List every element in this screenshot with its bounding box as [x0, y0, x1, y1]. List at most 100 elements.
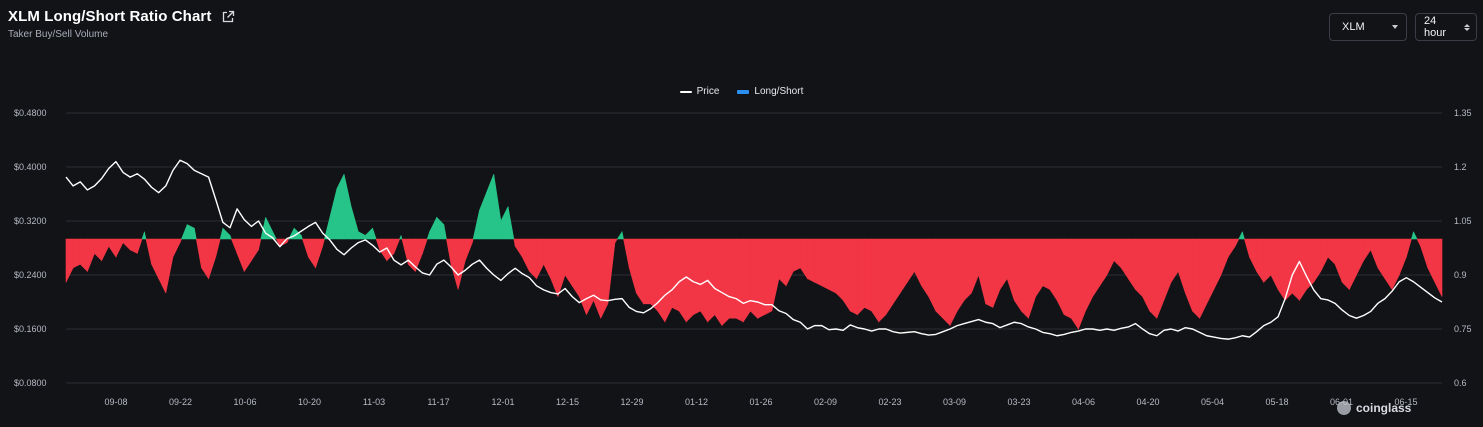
long-area-segment [1411, 231, 1414, 240]
short-area-segment [1213, 238, 1222, 290]
legend-item-long-short[interactable]: Long/Short [737, 86, 803, 97]
short-area-segment [623, 238, 630, 268]
short-area-segment [1185, 238, 1193, 312]
legend-item-price[interactable]: Price [679, 86, 719, 97]
x-tick-label: 12-15 [556, 397, 579, 407]
short-area-segment [600, 238, 609, 319]
short-area-segment [657, 238, 666, 323]
short-area-segment [1085, 238, 1093, 312]
short-area-segment [195, 238, 202, 268]
coinglass-logo-icon [1337, 401, 1351, 415]
short-area-segment [94, 238, 102, 262]
short-area-segment [942, 238, 951, 327]
short-area-segment [1099, 238, 1108, 287]
long-area-segment [194, 228, 197, 240]
short-area-segment [750, 238, 758, 319]
short-area-segment [871, 238, 880, 323]
long-area-segment [426, 231, 430, 240]
short-area-segment [1106, 238, 1115, 276]
short-area-segment [87, 238, 95, 272]
short-area-segment [1206, 238, 1215, 304]
short-area-segment [1128, 238, 1136, 291]
short-area-segment [636, 238, 644, 305]
short-area-segment [115, 238, 124, 258]
short-area-segment [1078, 238, 1086, 330]
y-right-tick-label: 0.9 [1454, 270, 1467, 280]
short-area-segment [728, 238, 737, 319]
short-area-segment [579, 238, 587, 315]
short-area-segment [586, 238, 594, 315]
interval-select[interactable]: 24 hour [1415, 13, 1477, 41]
long-area-segment [616, 230, 623, 240]
short-area-segment [1398, 238, 1407, 276]
short-area-segment [1049, 238, 1058, 302]
short-area-segment [1234, 238, 1240, 247]
short-area-segment [1170, 238, 1179, 284]
x-tick-label: 04-06 [1072, 397, 1095, 407]
short-area-segment [978, 238, 987, 304]
short-area-segment [258, 238, 262, 250]
short-area-segment [835, 238, 844, 301]
short-area-segment [1363, 238, 1371, 262]
short-area-segment [165, 238, 174, 294]
short-area-segment [999, 238, 1008, 291]
short-area-segment [800, 238, 808, 280]
short-area-segment [215, 238, 221, 258]
page-subtitle: Taker Buy/Sell Volume [8, 29, 109, 40]
short-area-segment [415, 238, 423, 272]
short-area-segment [1327, 238, 1336, 265]
short-area-segment [122, 238, 131, 251]
short-area-segment [785, 238, 794, 286]
series-price-line [65, 159, 1443, 340]
symbol-select[interactable]: XLM [1329, 13, 1407, 41]
short-area-segment [543, 238, 552, 279]
x-tick-label: 12-01 [491, 397, 514, 407]
short-area-segment [101, 238, 110, 261]
short-area-segment [145, 238, 152, 265]
short-area-segment [251, 238, 259, 262]
long-area-segment [336, 174, 345, 240]
short-area-segment [807, 238, 815, 283]
short-area-segment [1416, 238, 1421, 247]
short-area-segment [693, 238, 701, 316]
short-area-segment [1163, 238, 1172, 301]
x-tick-label: 05-18 [1265, 397, 1288, 407]
long-area-segment [365, 227, 373, 240]
short-area-segment [914, 238, 922, 286]
short-area-segment [1092, 238, 1101, 298]
y-right-tick-label: 1.05 [1454, 216, 1472, 226]
short-area-segment [1377, 238, 1386, 280]
x-tick-label: 09-22 [169, 397, 192, 407]
external-link-icon[interactable] [221, 10, 235, 24]
short-area-segment [1013, 238, 1022, 312]
short-area-segment [1028, 238, 1036, 319]
short-area-segment [571, 238, 580, 298]
short-area-segment [1349, 238, 1357, 290]
short-area-segment [1192, 238, 1200, 319]
short-area-segment [1391, 238, 1400, 290]
short-area-segment [593, 238, 602, 319]
y-right-tick-label: 0.75 [1454, 324, 1472, 334]
coinglass-watermark: coinglass [1337, 401, 1412, 415]
short-area-segment [792, 238, 801, 272]
short-area-segment [935, 238, 944, 319]
x-tick-label: 10-20 [298, 397, 321, 407]
short-area-segment [607, 238, 616, 304]
short-area-segment [1113, 238, 1122, 269]
short-area-segment [230, 238, 238, 254]
short-area-segment [1356, 238, 1364, 276]
short-area-segment [857, 238, 865, 316]
short-area-segment [1370, 238, 1379, 268]
short-area-segment [208, 238, 217, 279]
long-area-segment [144, 231, 147, 240]
x-tick-label: 02-09 [814, 397, 837, 407]
short-area-segment [1320, 238, 1329, 272]
y-left-tick-label: $0.4000 [14, 162, 47, 172]
short-area-segment [108, 238, 117, 258]
short-area-segment [1142, 238, 1150, 312]
short-area-segment [1042, 238, 1051, 290]
short-area-segment [1035, 238, 1044, 298]
y-right-tick-label: 1.2 [1454, 162, 1467, 172]
short-area-segment [1156, 238, 1165, 319]
short-area-segment [1249, 238, 1257, 272]
